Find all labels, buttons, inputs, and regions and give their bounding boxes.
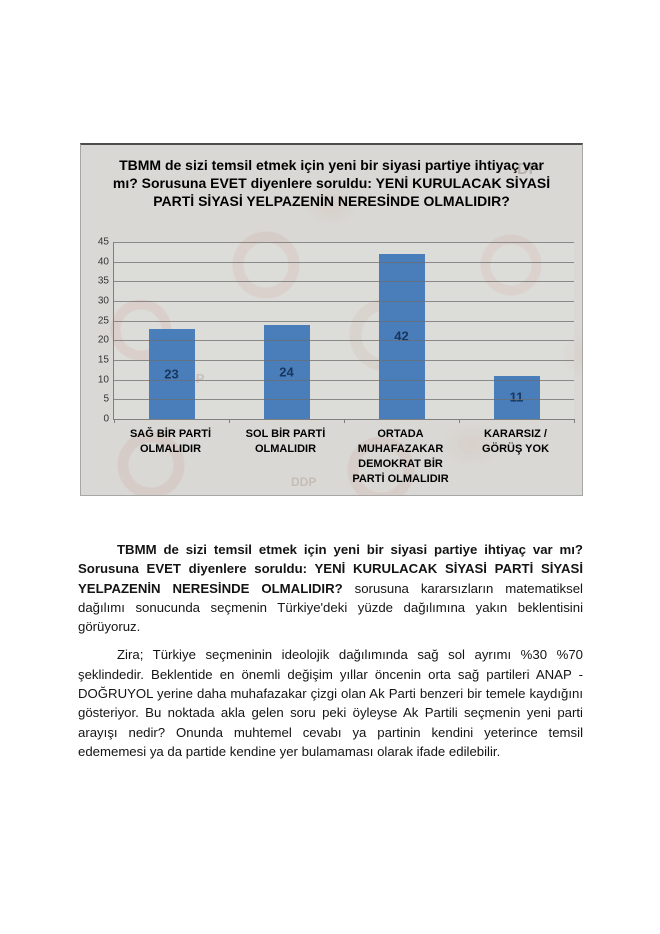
y-axis-label: 40 [97, 256, 109, 268]
category-label: SOL BİR PARTİ OLMALIDIR [245, 428, 326, 455]
bar-value-label: 24 [279, 364, 294, 380]
bar: 42 [378, 253, 425, 419]
y-axis-label: 30 [97, 295, 109, 307]
category-label: KARARSIZ / GÖRÜŞ YOK [481, 428, 550, 455]
y-axis-label: 10 [97, 374, 109, 386]
y-axis-label: 15 [97, 354, 109, 366]
bar-slot: 11 [459, 242, 574, 419]
paragraph-1-regular: sorusuna kararsızların matematiksel dağı… [78, 580, 583, 635]
gridline [114, 261, 574, 263]
plot-area: 23 24 42 11 [113, 242, 575, 423]
x-axis-tick [229, 419, 230, 423]
bar: 23 [148, 328, 195, 419]
chart-title: TBMM de sizi temsil etmek için yeni bir … [112, 157, 551, 209]
y-axis-label: 5 [103, 393, 109, 405]
category-label: SAĞ BİR PARTİ OLMALIDIR [129, 428, 212, 455]
y-axis-label: 45 [97, 236, 109, 248]
bar: 24 [263, 324, 310, 419]
gridline [114, 320, 574, 322]
x-axis-tick [459, 419, 460, 423]
gridline [114, 340, 574, 342]
bar-value-label: 11 [509, 389, 524, 405]
bar-slot: 23 [114, 242, 229, 419]
category-label: ORTADA MUHAFAZAKAR DEMOKRAT BİR PARTİ OL… [352, 428, 449, 485]
gridline [114, 379, 574, 381]
paragraph-1: TBMM de sizi temsil etmek için yeni bir … [78, 540, 583, 636]
y-axis-label: 35 [97, 275, 109, 287]
y-axis: 0 5 10 15 20 25 30 35 40 45 [83, 237, 109, 425]
bar-slot: 24 [229, 242, 344, 419]
bar-value-label: 23 [164, 366, 179, 382]
y-axis-label: 25 [97, 315, 109, 327]
x-axis-tick [344, 419, 345, 423]
body-text: TBMM de sizi temsil etmek için yeni bir … [78, 540, 583, 770]
paragraph-2: Zira; Türkiye seçmeninin ideolojik dağıl… [78, 647, 583, 759]
x-axis-tick [574, 419, 575, 423]
bar: 11 [493, 375, 540, 419]
bars: 23 24 42 11 [114, 242, 574, 419]
bar-slot: 42 [344, 242, 459, 419]
gridline [114, 242, 574, 243]
x-axis-tick [114, 419, 115, 423]
y-axis-label: 20 [97, 334, 109, 346]
gridline [114, 301, 574, 302]
y-axis-label: 0 [103, 413, 109, 425]
bar-value-label: 42 [394, 328, 409, 344]
gridline [114, 281, 574, 283]
paragraph-1-bold: TBMM de sizi temsil etmek için yeni bir … [78, 542, 583, 596]
survey-bar-chart: DP DDP DDP TBMM de sizi temsil etmek içi… [80, 143, 583, 496]
gridline [114, 399, 574, 401]
gridline [114, 360, 574, 361]
category-axis: SAĞ BİR PARTİ OLMALIDIR SOL BİR PARTİ OLM… [113, 427, 573, 487]
